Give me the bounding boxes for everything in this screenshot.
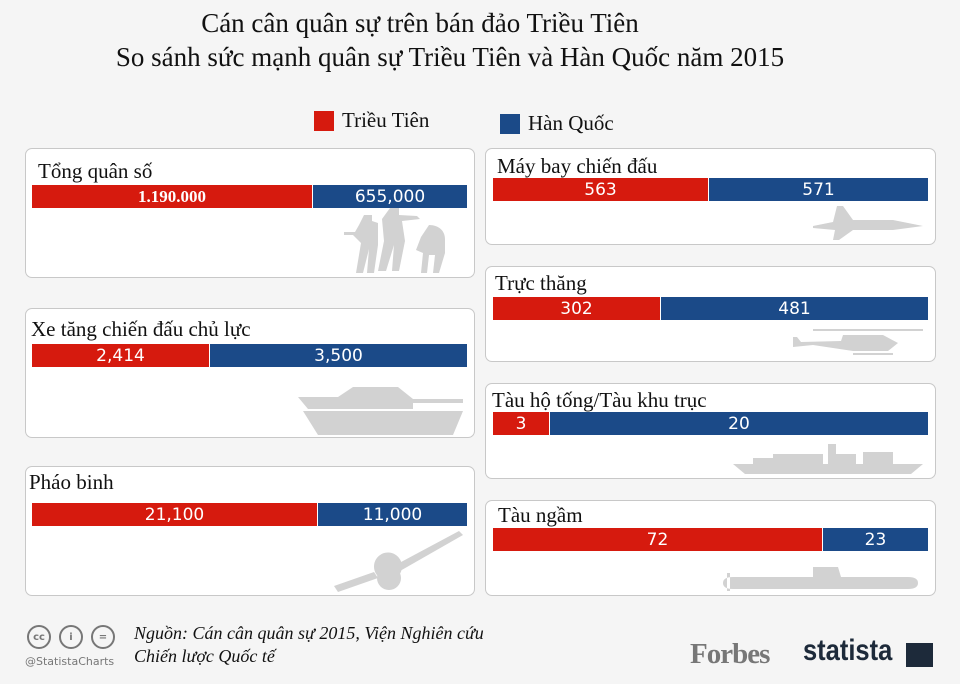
title-line-2: So sánh sức mạnh quân sự Triều Tiên và H… [115, 42, 785, 72]
warship-icon [733, 444, 923, 474]
source-note: Nguồn: Cán cân quân sự 2015, Viện Nghiên… [134, 622, 484, 668]
panel-helicopter: Trực thăng 302 481 [485, 266, 936, 362]
stacked-bar: 563 571 [493, 178, 928, 201]
panel-title: Trực thăng [495, 271, 587, 295]
bar-north-korea: 21,100 [32, 503, 318, 526]
panel-fighter-jet: Máy bay chiến đấu 563 571 [485, 148, 936, 245]
artillery-icon [334, 531, 463, 592]
cc-icon: cc [27, 625, 51, 649]
panel-tank: Xe tăng chiến đấu chủ lực 2,414 3,500 [25, 308, 475, 438]
bar-north-korea: 302 [493, 297, 661, 320]
bar-south-korea: 481 [661, 297, 928, 320]
attribution-icon: i [59, 625, 83, 649]
bar-north-korea: 563 [493, 178, 709, 201]
soldiers-icon [344, 208, 445, 273]
bar-north-korea: 72 [493, 528, 823, 551]
bar-north-korea: 2,414 [32, 344, 210, 367]
stacked-bar: 3 20 [493, 412, 928, 435]
stacked-bar: 302 481 [493, 297, 928, 320]
submarine-icon [723, 567, 918, 591]
legend-north-korea: Triều Tiên [314, 108, 429, 133]
statista-logo-icon [906, 643, 933, 667]
stacked-bar: 72 23 [493, 528, 928, 551]
panel-title: Pháo binh [29, 470, 114, 494]
fighter-jet-icon [813, 206, 923, 240]
bar-north-korea: 1.190.000 [32, 185, 313, 208]
panel-warship: Tàu hộ tống/Tàu khu trục 3 20 [485, 383, 936, 479]
legend-swatch-blue [500, 113, 520, 134]
bar-south-korea: 20 [550, 412, 928, 435]
bar-south-korea: 655,000 [313, 185, 467, 208]
legend-swatch-red [314, 110, 334, 131]
bar-south-korea: 11,000 [318, 503, 467, 526]
forbes-logo: Forbes [690, 638, 770, 670]
no-derivs-icon: = [91, 625, 115, 649]
stacked-bar: 1.190.000 655,000 [32, 185, 467, 208]
stacked-bar: 2,414 3,500 [32, 344, 467, 367]
statista-handle: @StatistaCharts [25, 655, 115, 668]
legend-south-korea: Hàn Quốc [500, 111, 614, 136]
legend-label: Triều Tiên [342, 108, 430, 132]
tank-icon [298, 387, 463, 435]
panel-title: Tàu ngầm [498, 503, 583, 527]
panel-title: Tàu hộ tống/Tàu khu trục [492, 388, 707, 412]
stacked-bar: 21,100 11,000 [32, 503, 467, 526]
title-line-1: Cán cân quân sự trên bán đảo Triều Tiên [201, 8, 639, 38]
panel-artillery: Pháo binh 21,100 11,000 [25, 466, 475, 596]
bar-south-korea: 571 [709, 178, 928, 201]
bar-north-korea: 3 [493, 412, 550, 435]
panel-title: Tổng quân số [38, 159, 153, 183]
legend-label: Hàn Quốc [528, 111, 614, 135]
panel-title: Máy bay chiến đấu [497, 154, 658, 178]
statista-logo: statista [803, 634, 893, 667]
panel-submarine: Tàu ngầm 72 23 [485, 500, 936, 596]
panel-soldiers: Tổng quân số 1.190.000 655,000 [25, 148, 475, 278]
source-line-1: Nguồn: Cán cân quân sự 2015, Viện Nghiên… [134, 623, 484, 643]
panel-title: Xe tăng chiến đấu chủ lực [31, 317, 251, 341]
source-line-2: Chiến lược Quốc tế [134, 646, 275, 666]
bar-south-korea: 23 [823, 528, 928, 551]
bar-south-korea: 3,500 [210, 344, 467, 367]
helicopter-icon [793, 329, 923, 355]
